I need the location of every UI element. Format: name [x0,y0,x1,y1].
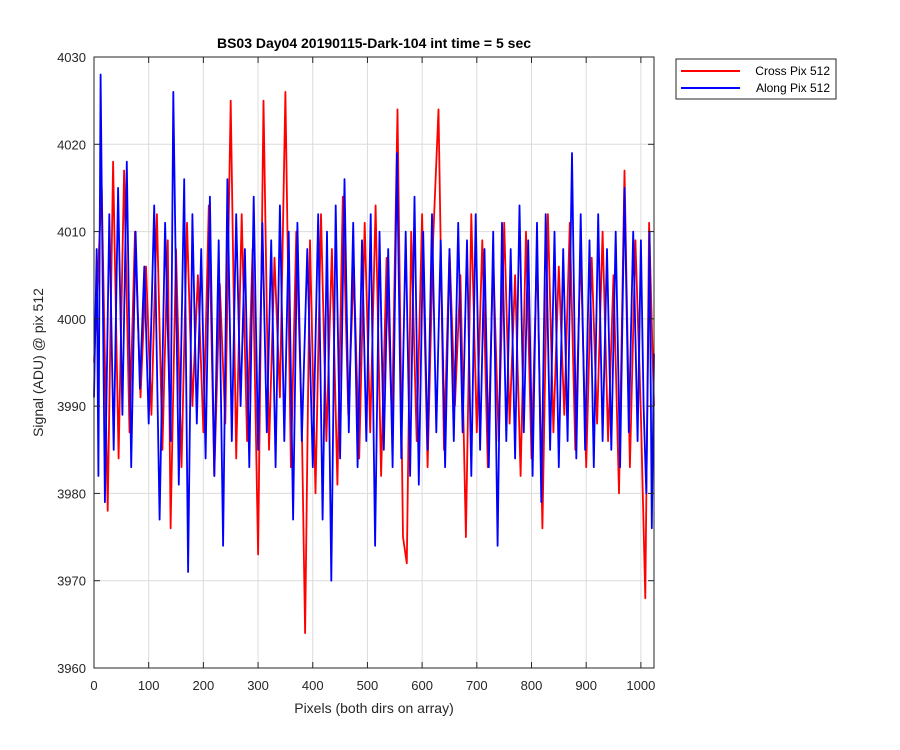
plot-frame [93,56,655,669]
x-tick-label: 700 [466,678,488,693]
x-tick-label: 800 [521,678,543,693]
legend: Cross Pix 512 Along Pix 512 [675,58,837,100]
y-tick-label: 4010 [57,225,86,240]
x-tick-labels: 0 100 200 300 400 500 600 700 800 900 1000 [90,678,655,693]
x-tick-label: 300 [247,678,269,693]
y-tick-label: 3960 [57,661,86,676]
y-tick-label: 4020 [57,137,86,152]
x-tick-label: 900 [575,678,597,693]
y-tick-label: 3970 [57,574,86,589]
x-axis-label: Pixels (both dirs on array) [294,700,454,716]
series-line-cross-pix [93,91,655,634]
x-tick-label: 400 [302,678,324,693]
legend-label-cross: Cross Pix 512 [755,64,830,78]
y-tick-label: 4000 [57,312,86,327]
x-tick-label: 600 [411,678,433,693]
x-tick-label: 500 [357,678,379,693]
x-tick-label: 100 [138,678,160,693]
x-tick-label: 0 [90,678,97,693]
chart-title: BS03 Day04 20190115-Dark-104 int time = … [217,35,531,51]
legend-label-along: Along Pix 512 [756,81,830,95]
y-tick-label: 4030 [57,50,86,65]
x-tick-label: 200 [193,678,215,693]
x-tick-label: 1000 [626,678,655,693]
y-tick-labels: 3960 3970 3980 3990 4000 4010 4020 4030 [57,50,86,676]
y-tick-label: 3980 [57,486,86,501]
legend-box [675,58,837,100]
axis-ticks [93,56,654,669]
y-axis-label: Signal (ADU) @ pix 512 [30,288,46,437]
y-tick-label: 3990 [57,399,86,414]
series-layer [93,73,655,634]
series-line-along-pix [93,73,655,582]
